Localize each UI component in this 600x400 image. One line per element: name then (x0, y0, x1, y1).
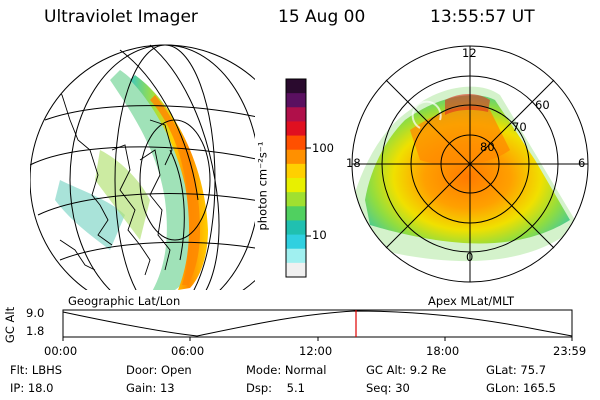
colorbar-segment (286, 248, 306, 264)
colorbar-tick-10: 10 (312, 228, 327, 242)
info-mode: Mode: Normal (246, 363, 327, 377)
info-gc-alt: GC Alt: 9.2 Re (366, 363, 447, 377)
mlt-label-18: 18 (346, 156, 361, 170)
lat-label-70: 70 (512, 120, 527, 134)
geo-emission-image (55, 70, 208, 290)
polar-emission-image (352, 86, 578, 262)
colorbar-segment (286, 135, 306, 151)
colorbar-segment (286, 178, 306, 193)
colorbar-segment (286, 79, 306, 94)
time-label: 13:55:57 UT (430, 7, 535, 27)
altitude-tick-max: 9.0 (26, 306, 45, 320)
altitude-tick-min: 1.8 (26, 324, 45, 338)
colorbar-segment (286, 192, 306, 207)
colorbar-segment (286, 163, 306, 179)
info-gain: Gain: 13 (126, 381, 175, 395)
colorbar-segment (286, 234, 306, 250)
colorbar-segment (286, 206, 306, 221)
colorbar (285, 78, 311, 278)
info-seq: Seq: 30 (366, 381, 410, 395)
colorbar-segment (286, 149, 306, 165)
altitude-axis-label: GC Alt (3, 306, 18, 344)
polar-panel-label: Apex MLat/MLT (428, 294, 515, 308)
mlt-label-0: 0 (466, 250, 474, 264)
colorbar-segment (286, 262, 306, 278)
colorbar-tick-100: 100 (312, 141, 334, 155)
info-dsp: Dsp: 5.1 (246, 381, 305, 395)
colorbar-segment (286, 121, 306, 137)
altitude-plot (62, 309, 573, 341)
info-ip: IP: 18.0 (10, 381, 54, 395)
mlt-label-6: 6 (578, 156, 586, 170)
mlt-label-12: 12 (462, 46, 477, 60)
polar-plot (351, 45, 589, 283)
colorbar-frame (285, 78, 307, 278)
colorbar-segment (286, 107, 306, 122)
colorbar-segment (286, 93, 306, 108)
info-door: Door: Open (126, 363, 192, 377)
lat-label-60: 60 (535, 98, 550, 112)
time-tick-3: 18:00 (426, 344, 460, 358)
instrument-title: Ultraviolet Imager (44, 7, 198, 27)
colorbar-segment (286, 220, 306, 236)
time-tick-1: 06:00 (171, 344, 205, 358)
time-tick-0: 00:00 (44, 344, 78, 358)
colorbar-unit-label: photon cm⁻²s⁻¹ (255, 141, 270, 231)
geo-panel-label: Geographic Lat/Lon (68, 294, 181, 308)
time-tick-2: 12:00 (299, 344, 333, 358)
lat-label-80: 80 (480, 140, 495, 154)
info-glat: GLat: 75.7 (486, 363, 547, 377)
time-tick-4: 23:59 (553, 344, 587, 358)
info-glon: GLon: 165.5 (486, 381, 556, 395)
info-filter: Flt: LBHS (10, 363, 63, 377)
date-label: 15 Aug 00 (278, 7, 366, 27)
